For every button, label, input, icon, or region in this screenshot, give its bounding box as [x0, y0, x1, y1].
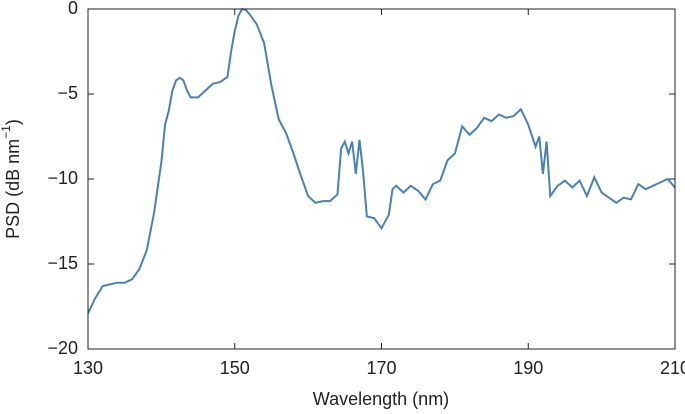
y-axis-label-main: PSD (dB nm [3, 139, 23, 239]
plot-frame [87, 8, 676, 350]
line-series [87, 7, 676, 314]
x-tick-label: 130 [73, 358, 103, 378]
y-tick-label: −20 [47, 338, 78, 358]
y-tick-label: −15 [47, 253, 78, 273]
x-tick-label: 150 [220, 358, 250, 378]
x-tick-label: 170 [366, 358, 396, 378]
y-axis-label-end: ) [3, 119, 23, 125]
y-tick-label: −10 [47, 168, 78, 188]
y-tick-label: −5 [57, 83, 78, 103]
y-axis-label: PSD (dB nm−1) [0, 119, 23, 239]
x-tick-label: 210 [660, 358, 685, 378]
x-axis-label: Wavelength (nm) [313, 389, 449, 409]
x-tick-label: 190 [513, 358, 543, 378]
y-axis-label-sup: −1 [0, 125, 13, 139]
y-tick-label: 0 [68, 0, 78, 18]
